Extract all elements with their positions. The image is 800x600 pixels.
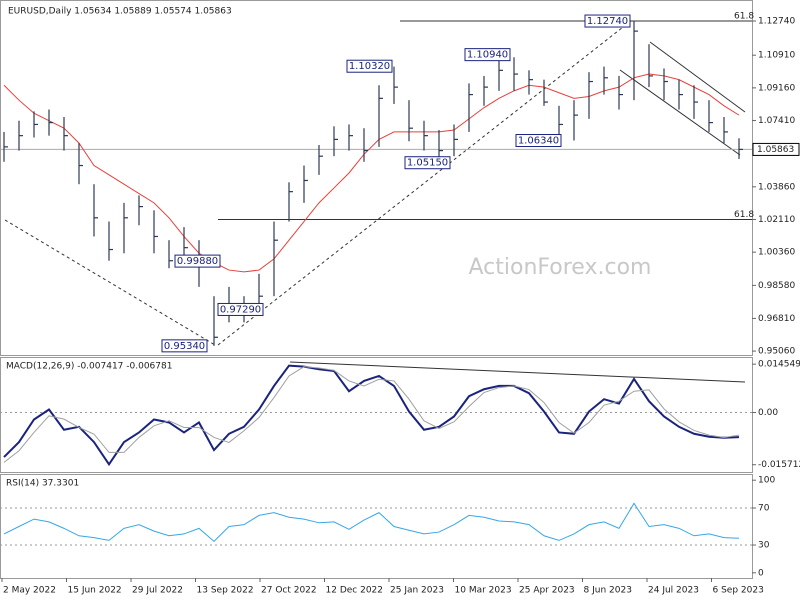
x-tick-label: 8 Jun 2023 [584, 586, 632, 596]
annotation-box [346, 59, 393, 73]
annotation-box [464, 48, 511, 62]
fib-label: 61.8 [734, 12, 754, 22]
annotation-box [584, 14, 631, 28]
trendline [217, 19, 633, 346]
annotation-box [174, 254, 221, 268]
annotation-label: 1.12740 [587, 16, 628, 27]
last-price-box [752, 142, 800, 156]
x-tick-label: 15 Jun 2022 [68, 586, 122, 596]
y-tick-label: 30 [758, 541, 770, 551]
x-tick-label: 27 Oct 2022 [261, 586, 317, 596]
macd-title: MACD(12,26,9) -0.007417 -0.006781 [6, 362, 172, 372]
y-tick-label: 70 [758, 503, 770, 513]
macd-panel [0, 357, 753, 473]
annotation-label: 1.10320 [349, 61, 390, 72]
y-tick-label: 1.12740 [758, 17, 795, 27]
y-tick-label: 1.10910 [758, 51, 795, 61]
rsi-panel [0, 474, 753, 579]
annotation-box [217, 302, 264, 316]
y-tick-label: -0.015712 [758, 460, 800, 470]
y-tick-label: 1.07410 [758, 116, 795, 126]
x-tick-label: 2 May 2022 [3, 586, 56, 596]
y-tick-label: 0.00 [758, 408, 778, 418]
y-tick-label: 0.96810 [758, 314, 795, 324]
x-tick-label: 13 Sep 2022 [197, 586, 254, 596]
series-line [3, 364, 740, 467]
y-tick-label: 100 [758, 476, 775, 486]
y-tick-label: 1.03860 [758, 182, 795, 192]
annotation-box [404, 156, 451, 170]
annotation-box [515, 134, 562, 148]
watermark: ActionForex.com [469, 255, 652, 280]
channel-line [649, 41, 746, 113]
rsi-title: RSI(14) 37.3301 [6, 479, 79, 489]
series-line [3, 366, 740, 463]
y-tick-label: 0.98580 [758, 281, 795, 291]
moving-average [3, 73, 740, 273]
annotation-label: 0.95340 [164, 341, 205, 352]
annotation-label: 0.97290 [220, 304, 261, 315]
x-tick-label: 25 Jan 2023 [390, 586, 444, 596]
y-tick-label: 1.09160 [758, 83, 795, 93]
series-line [3, 502, 740, 543]
y-tick-label: 1.00360 [758, 248, 795, 258]
x-tick-label: 25 Apr 2023 [519, 586, 575, 596]
annotation-label: 1.06340 [518, 136, 559, 147]
channel-line [619, 69, 741, 156]
annotation-box [161, 339, 208, 353]
y-tick-label: 1.02110 [758, 215, 795, 225]
fib-label: 61.8 [734, 210, 754, 220]
y-tick-label: 0.95060 [758, 347, 795, 357]
x-tick-label: 12 Dec 2022 [326, 586, 384, 596]
trendline [4, 219, 216, 346]
macd-trendline [289, 361, 746, 383]
x-tick-label: 10 Mar 2023 [455, 586, 512, 596]
chart-title: EURUSD,Daily 1.05634 1.05889 1.05574 1.0… [8, 7, 232, 17]
y-tick-label: 0 [758, 568, 764, 578]
annotation-label: 1.05150 [407, 158, 448, 169]
annotation-label: 1.10940 [467, 50, 508, 61]
x-tick-label: 24 Jul 2023 [648, 586, 699, 596]
annotation-label: 0.99880 [177, 256, 218, 267]
last-price-label: 1.05863 [757, 145, 794, 155]
price-panel [0, 0, 753, 356]
x-tick-label: 29 Jul 2022 [132, 586, 183, 596]
x-tick-label: 6 Sep 2023 [713, 586, 764, 596]
y-tick-label: 0.014549 [758, 360, 800, 370]
